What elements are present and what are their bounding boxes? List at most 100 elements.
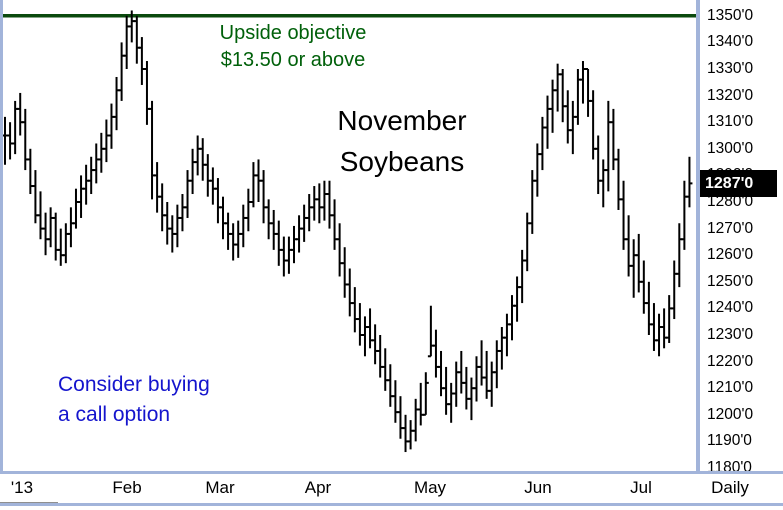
price-bar (468, 377, 475, 421)
call-option-line2: a call option (58, 403, 171, 426)
price-bar (671, 260, 678, 320)
price-bar (174, 204, 181, 248)
price-plot-svg (0, 10, 696, 453)
y-axis-tick-label: 1220'0 (707, 352, 754, 370)
price-bar (138, 37, 145, 85)
price-bar (509, 295, 515, 341)
plot-left-border (0, 0, 3, 471)
price-bar (225, 212, 232, 250)
price-bar (610, 108, 617, 171)
upside-objective-annotation: Upside objective $13.50 or above (188, 20, 398, 74)
price-bar (118, 42, 125, 101)
price-bar (311, 186, 318, 221)
price-bar (62, 223, 69, 264)
price-bar (361, 316, 368, 357)
price-bar (463, 366, 470, 410)
upside-objective-line2: $13.50 or above (220, 49, 366, 71)
price-bar (72, 188, 79, 229)
y-axis-tick-label: 1320'0 (707, 86, 754, 104)
price-bar (600, 159, 607, 208)
price-bar (113, 76, 120, 131)
price-axis: 1350'01340'01330'01320'01310'01300'01290… (700, 0, 783, 471)
price-bar (392, 380, 399, 423)
call-option-annotation: Consider buying a call option (58, 370, 210, 430)
price-bar (154, 162, 161, 213)
price-bar (316, 183, 323, 224)
price-bar (149, 100, 156, 200)
price-bar (422, 372, 429, 416)
price-bar (524, 212, 531, 272)
price-bar (630, 239, 637, 298)
price-bar (37, 191, 44, 240)
price-bar (554, 63, 561, 112)
y-axis-tick-label: 1340'0 (707, 33, 754, 51)
y-axis-tick-label: 1230'0 (707, 326, 754, 343)
price-bar (412, 398, 419, 442)
price-bar (574, 69, 581, 125)
price-bar (448, 382, 455, 423)
price-bar (443, 366, 450, 415)
price-bar (519, 249, 526, 304)
price-bar (245, 188, 252, 232)
price-bar (235, 220, 242, 258)
x-axis-month-label: May (413, 478, 447, 497)
axis-divider (696, 0, 700, 474)
price-bar (17, 92, 24, 136)
price-bar (159, 183, 166, 232)
price-bar (544, 95, 551, 149)
price-bar (473, 356, 480, 402)
price-bar (458, 350, 465, 394)
price-bar (204, 154, 211, 197)
x-axis-month-label: Jul (630, 478, 652, 497)
price-bar (189, 148, 196, 195)
price-bar (260, 170, 267, 224)
time-axis: '13 Feb Mar Apr May Jun Jul Daily (0, 474, 783, 503)
x-axis-month-label: Apr (304, 478, 332, 497)
price-bar (123, 15, 130, 69)
price-bar (549, 79, 556, 133)
price-bar (640, 260, 647, 314)
price-bar (265, 199, 272, 240)
price-bar (559, 69, 566, 123)
price-bar (503, 313, 510, 357)
price-bar (47, 207, 54, 248)
price-bar (194, 135, 201, 176)
price-bar (407, 420, 414, 450)
price-bar (306, 194, 313, 232)
price-bar (498, 327, 505, 370)
price-bar (579, 61, 586, 104)
price-bar (7, 122, 14, 160)
y-axis-tick-label: 1350'0 (707, 6, 754, 24)
price-bar (493, 340, 500, 389)
y-axis-tick-label: 1190'0 (707, 432, 752, 450)
price-bar (98, 132, 105, 173)
price-bar (377, 335, 384, 378)
price-bar (42, 212, 49, 256)
price-bar (275, 220, 282, 266)
x-axis-month-label: Feb (112, 478, 142, 497)
price-bar (326, 180, 333, 229)
price-bar (27, 148, 34, 195)
price-bar (432, 329, 439, 378)
price-bar (569, 100, 576, 155)
price-bar (143, 61, 150, 125)
price-bar (382, 348, 389, 391)
price-bar (220, 196, 227, 240)
price-bar (595, 135, 602, 195)
price-bar (438, 350, 445, 397)
timeframe-label: Daily (711, 478, 749, 497)
price-bar (78, 175, 85, 218)
price-bar (635, 233, 642, 293)
price-bar (615, 148, 622, 210)
instrument-title-line2: Soybeans (339, 146, 465, 177)
y-axis-tick-label: 1280'0 (707, 193, 754, 210)
price-bar (625, 215, 632, 277)
price-bar (103, 119, 110, 163)
price-bar (514, 276, 521, 322)
last-price-badge: 1287'0 (700, 169, 777, 197)
price-bar (356, 303, 363, 346)
price-bar (478, 340, 485, 386)
price-bar (290, 225, 297, 264)
price-bar (534, 143, 541, 197)
price-bar (280, 236, 287, 277)
